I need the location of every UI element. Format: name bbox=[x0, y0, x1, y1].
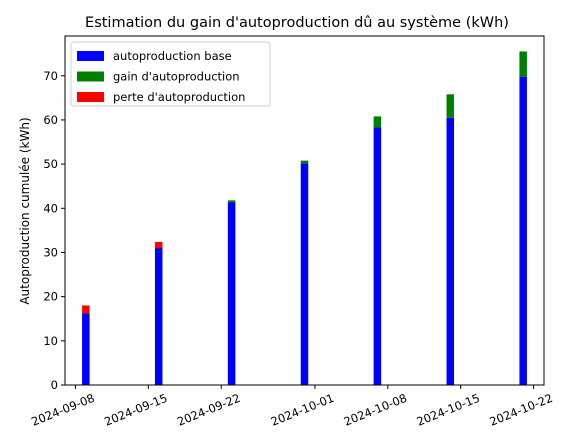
legend-label-1: gain d'autoproduction bbox=[113, 70, 240, 84]
bar-gain-2024-10-14 bbox=[446, 94, 455, 118]
y-tick-label-0: 0 bbox=[51, 378, 58, 392]
y-tick-label-50: 50 bbox=[43, 157, 58, 171]
bar-base-2024-10-21 bbox=[519, 76, 527, 385]
plot-frame bbox=[64, 35, 545, 386]
legend-swatch-2 bbox=[77, 92, 104, 102]
x-tick-label-2024-10-22: 2024-10-22 bbox=[488, 391, 555, 429]
bar-gain-2024-09-30 bbox=[300, 160, 309, 164]
legend-swatch-0 bbox=[77, 51, 104, 61]
y-tick-label-10: 10 bbox=[43, 334, 58, 348]
bar-loss-2024-09-09 bbox=[82, 305, 90, 314]
legend: autoproduction base gain d'autoproduction… bbox=[70, 41, 271, 107]
x-tick-label-2024-10-08: 2024-10-08 bbox=[342, 391, 409, 429]
y-tick-label-70: 70 bbox=[43, 69, 58, 83]
legend-label-2: perte d'autoproduction bbox=[113, 90, 245, 104]
bar-gain-2024-09-23 bbox=[227, 200, 236, 203]
bar-base-2024-09-16 bbox=[154, 248, 163, 385]
bar-base-2024-09-09 bbox=[82, 313, 90, 385]
bar-gain-2024-10-21 bbox=[519, 51, 527, 77]
x-tick-label-2024-10-01: 2024-10-01 bbox=[269, 391, 336, 429]
legend-box bbox=[70, 41, 271, 107]
x-tick-label-2024-09-15: 2024-09-15 bbox=[102, 391, 169, 429]
bar-base-2024-10-07 bbox=[373, 127, 382, 385]
bars-layer bbox=[82, 51, 527, 385]
bar-base-2024-09-23 bbox=[227, 202, 236, 385]
chart-title: Estimation du gain d'autoproduction dû a… bbox=[85, 15, 509, 31]
legend-swatch-1 bbox=[77, 71, 104, 82]
x-tick-label-2024-10-15: 2024-10-15 bbox=[415, 391, 482, 429]
x-tick-label-2024-09-22: 2024-09-22 bbox=[175, 391, 242, 429]
y-tick-label-20: 20 bbox=[43, 290, 58, 304]
y-axis-label: Autoproduction cumulée (kWh) bbox=[18, 117, 32, 304]
y-tick-label-30: 30 bbox=[43, 245, 58, 259]
legend-label-0: autoproduction base bbox=[113, 49, 232, 63]
bar-base-2024-10-14 bbox=[446, 117, 455, 385]
bar-base-2024-09-30 bbox=[300, 163, 309, 385]
y-tick-label-40: 40 bbox=[43, 201, 58, 215]
bar-gain-2024-10-07 bbox=[373, 116, 382, 128]
y-tick-label-60: 60 bbox=[43, 113, 58, 127]
bar-loss-2024-09-16 bbox=[154, 241, 163, 249]
x-tick-label-2024-09-08: 2024-09-08 bbox=[29, 391, 96, 429]
